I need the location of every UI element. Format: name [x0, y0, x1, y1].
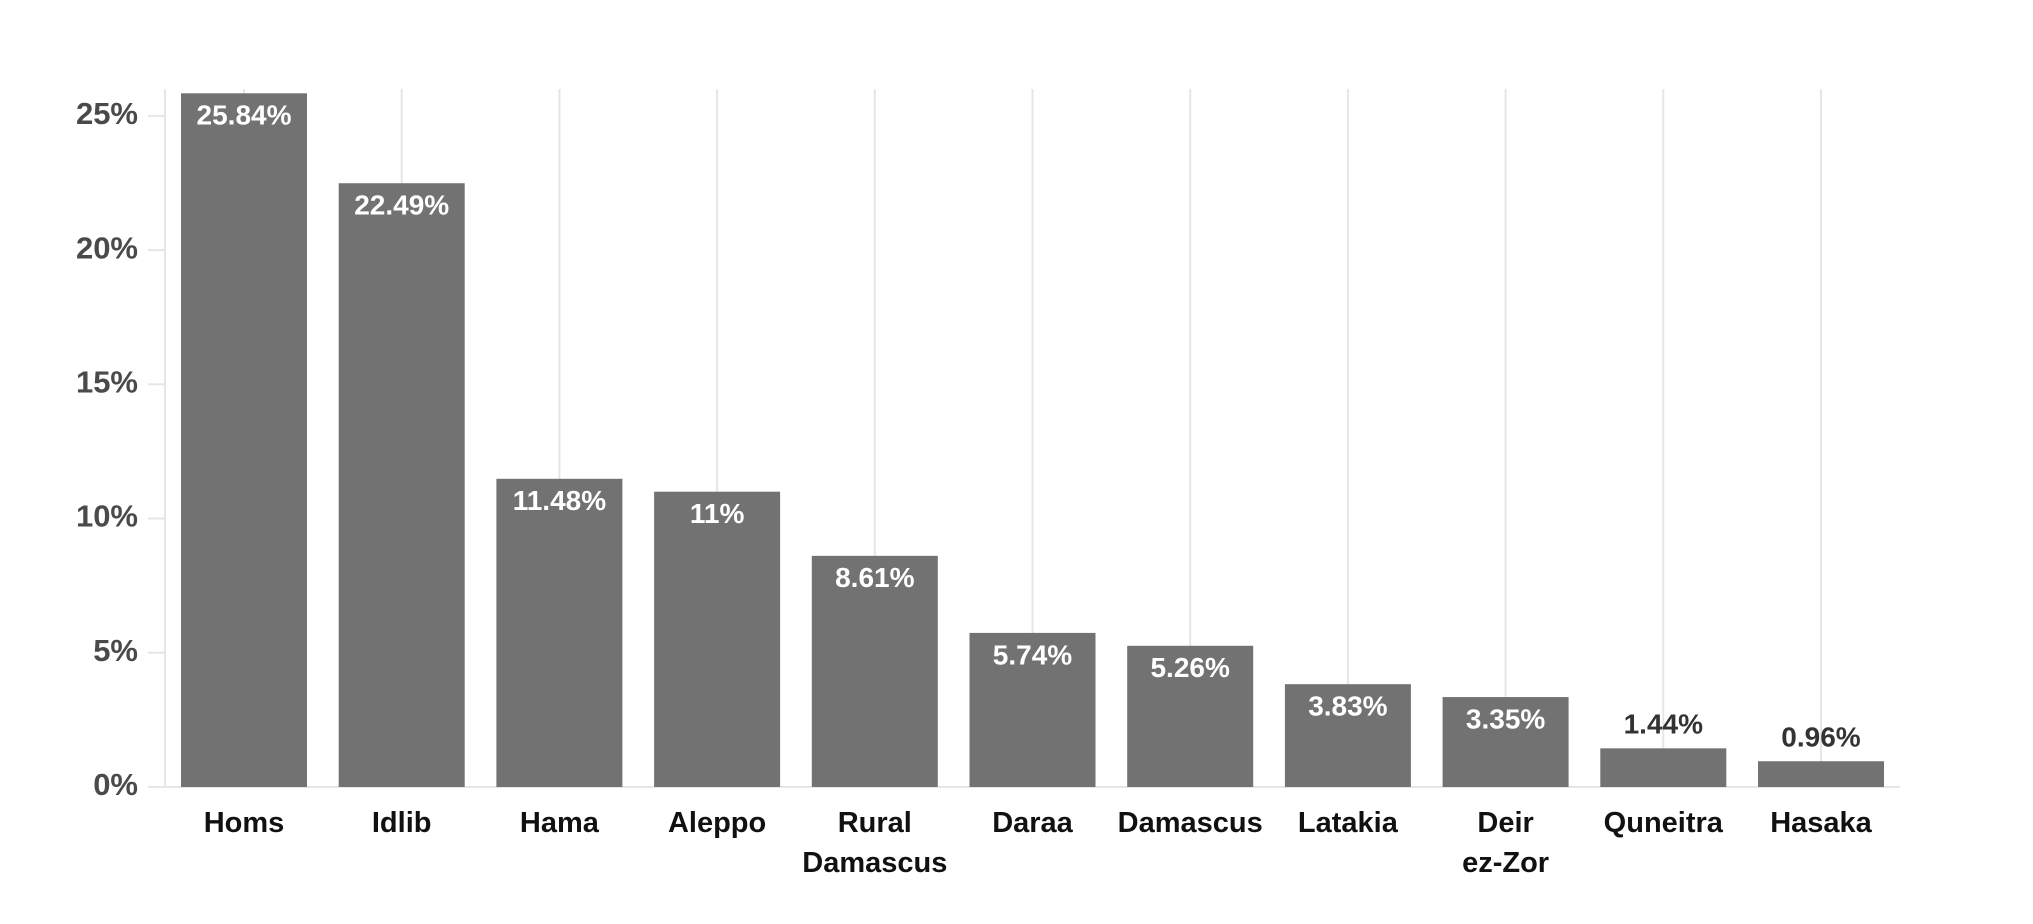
value-label: 0.96%: [1781, 722, 1860, 753]
x-tick-label: Quneitra: [1603, 807, 1723, 839]
x-tick-label: Hama: [519, 807, 599, 839]
x-tick-label: Daraa: [992, 807, 1073, 839]
x-tick-label: Hasaka: [1770, 807, 1872, 839]
bar: [654, 491, 781, 787]
y-tick-label: 5%: [93, 633, 138, 668]
bar: [181, 93, 307, 787]
bar: [1442, 697, 1569, 787]
y-tick-label: 0%: [93, 767, 138, 802]
value-label: 5.74%: [993, 639, 1072, 670]
y-tick-label: 10%: [76, 499, 138, 534]
x-tick-label: Deir ez-Zor: [1462, 807, 1550, 879]
bar: [338, 183, 465, 788]
value-label: 11%: [690, 498, 745, 529]
bar: [1600, 748, 1727, 787]
value-label: 5.26%: [1150, 652, 1229, 683]
y-tick-label: 15%: [76, 364, 138, 399]
bar: [1758, 761, 1884, 787]
x-tick-label: Idlib: [371, 807, 432, 839]
value-label: 1.44%: [1624, 709, 1703, 740]
bar: [496, 478, 623, 787]
value-label: 3.83%: [1308, 691, 1387, 722]
bar: [969, 632, 1096, 787]
value-label: 3.35%: [1466, 703, 1545, 734]
bar: [1284, 684, 1411, 787]
x-tick-label: Homs: [203, 807, 285, 839]
value-label: 11.48%: [513, 485, 607, 516]
x-tick-label: Rural Damascus: [802, 807, 948, 879]
y-tick-label: 20%: [76, 230, 138, 265]
x-tick-label: Latakia: [1297, 807, 1398, 839]
bar: [811, 555, 938, 787]
value-label: 22.49%: [354, 190, 449, 221]
value-label: 25.84%: [197, 100, 292, 131]
value-label: 8.61%: [835, 562, 914, 593]
y-tick-label: 25%: [76, 96, 138, 131]
x-tick-label: Aleppo: [667, 807, 767, 839]
bar: [1127, 645, 1254, 787]
x-tick-label: Damascus: [1117, 807, 1263, 839]
